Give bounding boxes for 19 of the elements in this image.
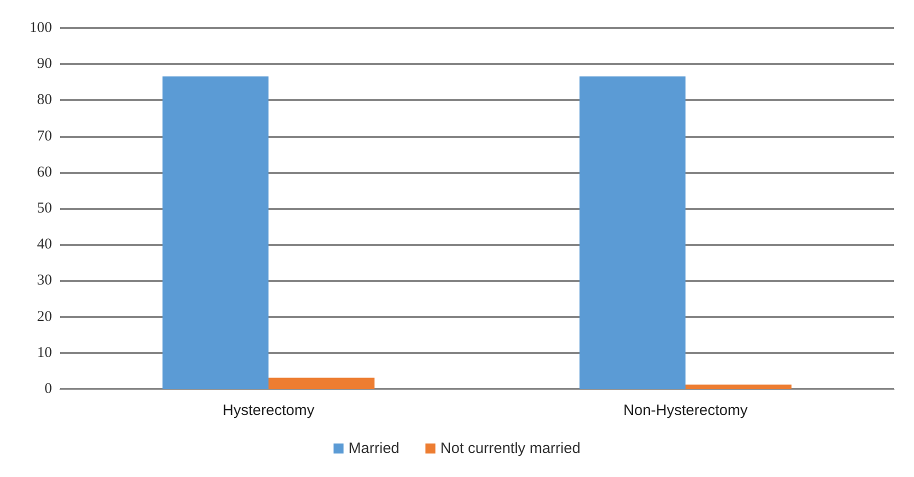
y-tick-label: 90 [37, 56, 52, 72]
y-tick-label: 10 [37, 344, 52, 361]
legend-label: Married [348, 440, 400, 457]
y-tick-label: 20 [37, 308, 52, 325]
bar [268, 378, 374, 389]
y-tick-label: 0 [44, 381, 52, 397]
y-tick-label: 80 [37, 92, 52, 108]
y-tick-label: 50 [37, 200, 52, 216]
x-tick-label: Hysterectomy [222, 402, 315, 419]
y-tick-label: 30 [37, 272, 52, 289]
bar [686, 384, 792, 389]
y-tick-label: 70 [37, 128, 52, 144]
bar [580, 76, 686, 389]
y-tick-label: 60 [37, 164, 52, 180]
y-tick-label: 100 [30, 20, 52, 36]
x-tick-label: Non-Hysterectomy [623, 402, 748, 419]
bar [162, 76, 268, 389]
legend-label: Not currently married [440, 440, 580, 457]
y-tick-label: 40 [37, 236, 52, 253]
